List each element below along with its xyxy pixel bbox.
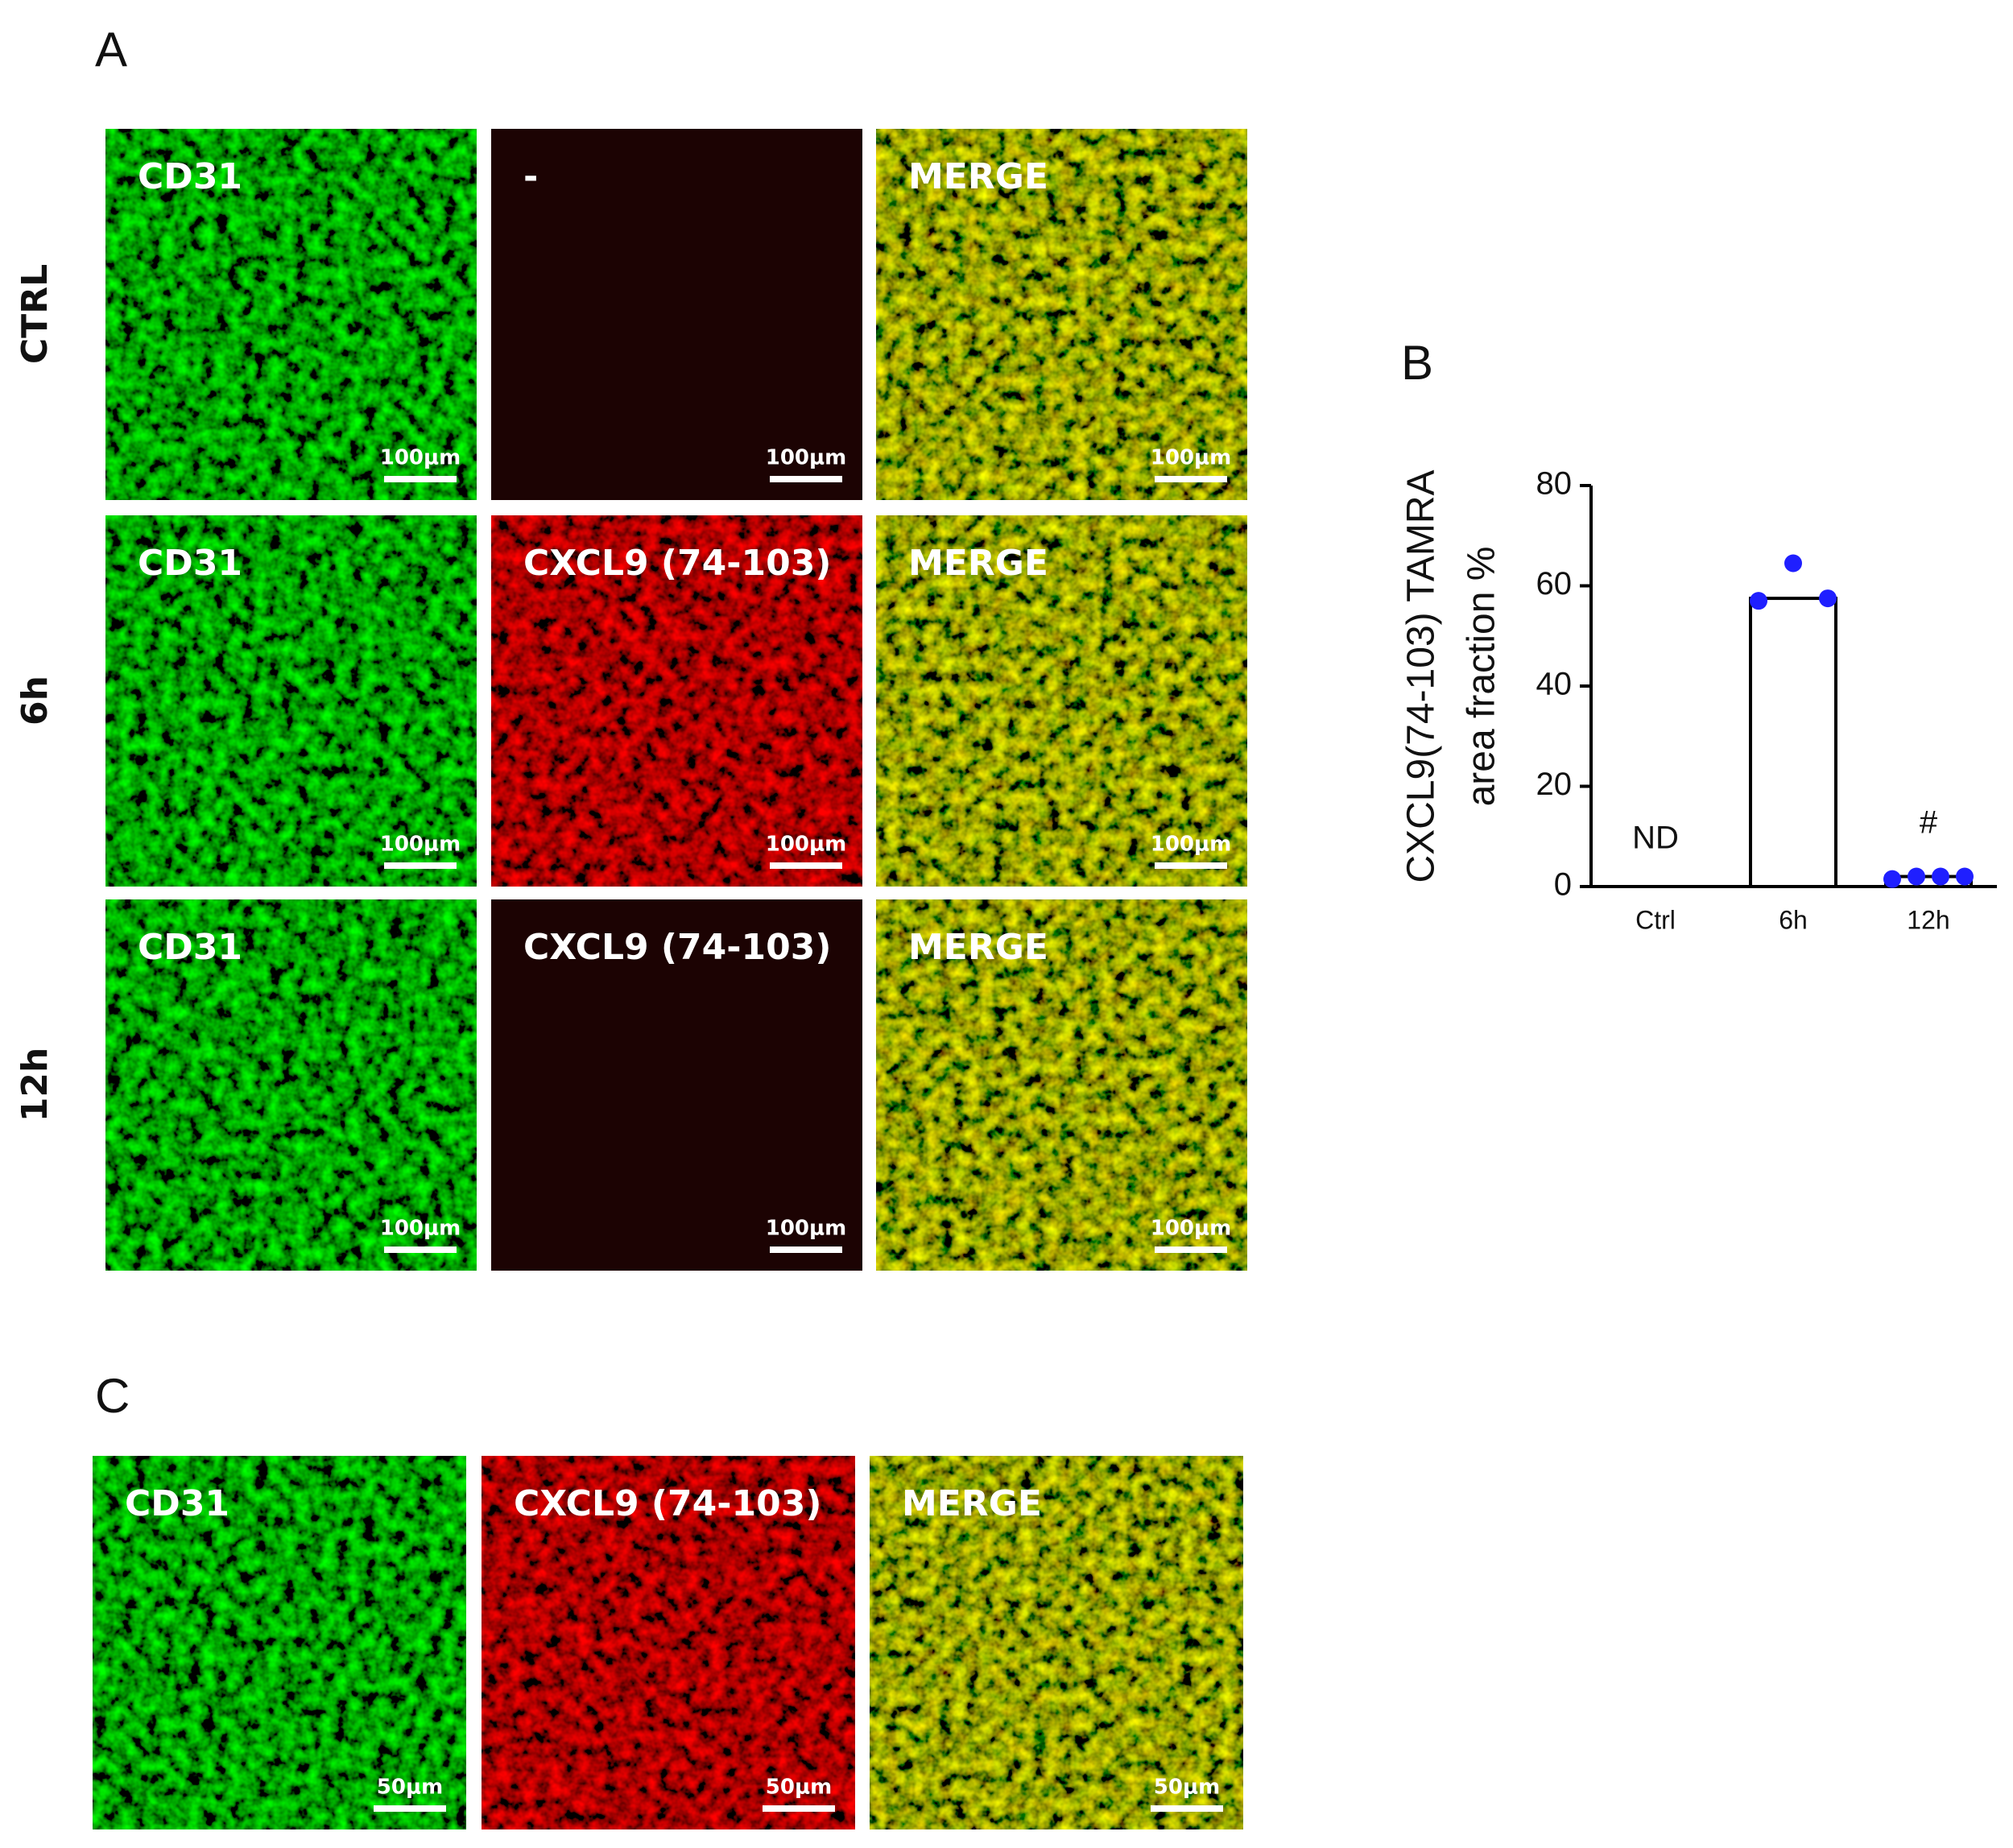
scale-bar: [384, 1246, 457, 1253]
scale-bar-label: 100μm: [1151, 1217, 1232, 1241]
annotation: #: [1920, 805, 1938, 841]
micrograph-texture: [93, 1456, 466, 1829]
scale-bar: [384, 862, 457, 869]
panel-letter: B: [1401, 336, 1433, 390]
channel-label: CXCL9 (74-103): [523, 543, 831, 584]
scale-bar-label: 100μm: [1151, 446, 1232, 470]
data-point: [1932, 867, 1949, 886]
scale-bar: [1155, 1246, 1227, 1253]
scale-bar-label: 100μm: [766, 833, 847, 857]
row-label: CTRL: [14, 264, 56, 364]
panel-letter: C: [95, 1369, 130, 1423]
row-label: 6h: [14, 676, 56, 726]
scale-bar: [374, 1805, 446, 1812]
scale-bar: [770, 862, 842, 869]
y-axis-label: CXCL9(74-103) TAMRA: [1400, 469, 1443, 883]
y-tick-label: 80: [1536, 466, 1573, 502]
scale-bar-label: 50μm: [377, 1776, 443, 1800]
micrograph-texture: [105, 129, 477, 500]
scale-bar-label: 100μm: [1151, 833, 1232, 857]
micrograph-texture: [491, 899, 862, 1271]
panel-letter: A: [95, 23, 127, 76]
scale-bar-label: 100μm: [380, 446, 461, 470]
scale-bar: [1151, 1805, 1223, 1812]
annotation: ND: [1632, 821, 1679, 856]
micrograph-texture: [491, 129, 862, 500]
bar: [1749, 597, 1837, 888]
micrograph-texture: [876, 899, 1247, 1271]
channel-label: MERGE: [908, 543, 1048, 584]
scale-bar-label: 50μm: [1154, 1776, 1220, 1800]
channel-label: -: [523, 156, 538, 197]
channel-label: MERGE: [908, 156, 1048, 197]
scale-bar: [763, 1805, 835, 1812]
scale-bar: [770, 476, 842, 482]
micrograph-texture: [105, 515, 477, 887]
data-point: [1819, 589, 1837, 608]
scale-bar-label: 100μm: [766, 446, 847, 470]
scale-bar: [384, 476, 457, 482]
data-point: [1883, 870, 1901, 888]
micrograph-texture: [482, 1456, 855, 1829]
x-tick-label: 12h: [1907, 905, 1949, 934]
y-tick-label: 20: [1536, 767, 1573, 802]
y-tick-label: 60: [1536, 566, 1573, 602]
data-point: [1784, 554, 1802, 573]
data-point: [1750, 592, 1767, 610]
channel-label: MERGE: [908, 927, 1048, 968]
scale-bar-label: 100μm: [766, 1217, 847, 1241]
channel-label: CD31: [125, 1483, 229, 1524]
scale-bar-label: 100μm: [380, 833, 461, 857]
data-point: [1908, 867, 1925, 886]
channel-label: MERGE: [902, 1483, 1042, 1524]
micrograph-texture: [491, 515, 862, 887]
scale-bar: [770, 1246, 842, 1253]
row-label: 12h: [14, 1048, 56, 1122]
channel-label: CD31: [138, 543, 242, 584]
micrograph-texture: [870, 1456, 1243, 1829]
y-tick-label: 0: [1554, 867, 1572, 903]
scale-bar: [1155, 476, 1227, 482]
scale-bar: [1155, 862, 1227, 869]
micrograph-texture: [105, 899, 477, 1271]
y-axis-label: area fraction %: [1461, 547, 1503, 807]
data-point: [1956, 867, 1974, 886]
micrograph-texture: [876, 129, 1247, 500]
channel-label: CD31: [138, 156, 242, 197]
x-tick-label: 6h: [1779, 905, 1808, 934]
scale-bar-label: 50μm: [766, 1776, 832, 1800]
y-tick-label: 40: [1536, 667, 1573, 702]
channel-label: CXCL9 (74-103): [514, 1483, 821, 1524]
x-tick-label: Ctrl: [1635, 905, 1676, 934]
micrograph-texture: [876, 515, 1247, 887]
channel-label: CXCL9 (74-103): [523, 927, 831, 968]
scale-bar-label: 100μm: [380, 1217, 461, 1241]
channel-label: CD31: [138, 927, 242, 968]
